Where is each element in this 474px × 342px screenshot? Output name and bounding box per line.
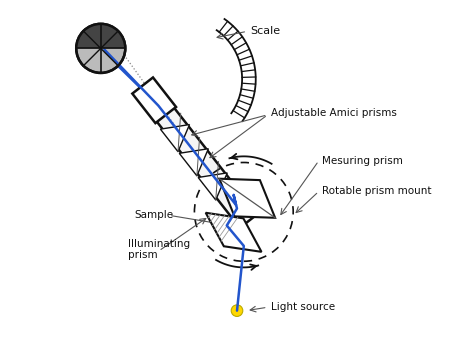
- Polygon shape: [206, 213, 262, 252]
- Polygon shape: [198, 173, 227, 200]
- Polygon shape: [179, 149, 209, 176]
- Circle shape: [76, 24, 125, 73]
- Text: Rotable prism mount: Rotable prism mount: [322, 186, 432, 196]
- Text: Scale: Scale: [251, 26, 281, 36]
- Polygon shape: [160, 124, 190, 152]
- Text: Sample: Sample: [135, 210, 174, 220]
- Polygon shape: [76, 24, 125, 48]
- Text: Adjustable Amici prisms: Adjustable Amici prisms: [271, 108, 397, 118]
- Text: Light source: Light source: [271, 302, 335, 312]
- Polygon shape: [132, 77, 176, 123]
- Text: Illuminating
prism: Illuminating prism: [128, 238, 190, 260]
- Polygon shape: [219, 179, 275, 218]
- Circle shape: [231, 305, 243, 316]
- Text: Mesuring prism: Mesuring prism: [322, 156, 403, 166]
- Polygon shape: [135, 80, 257, 228]
